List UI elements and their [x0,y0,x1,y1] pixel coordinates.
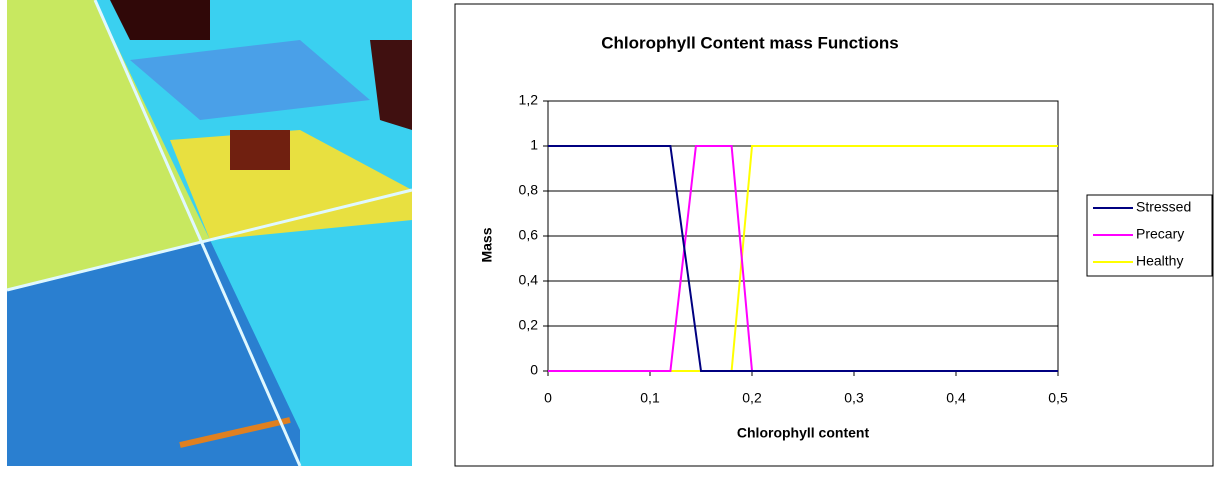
y-tick-label: 1,2 [519,92,539,108]
y-axis-label: Mass [479,227,495,262]
y-tick-label: 0,2 [519,317,539,333]
x-tick-label: 0,3 [844,390,864,406]
x-tick-label: 0,4 [946,390,966,406]
x-tick-label: 0,5 [1048,390,1068,406]
x-tick-label: 0 [544,390,552,406]
series-line [548,145,1058,372]
y-tick-label: 0 [530,362,538,378]
legend-label: Healthy [1136,253,1183,269]
x-tick-label: 0,2 [742,390,762,406]
y-tick-label: 0,6 [519,227,539,243]
x-axis-label: Chlorophyll content [737,425,870,441]
x-tick-label: 0,1 [640,390,660,406]
satellite-image [6,0,413,467]
legend-label: Precary [1136,226,1184,242]
legend-label: Stressed [1136,199,1191,215]
chart-title: Chlorophyll Content mass Functions [601,33,899,52]
y-tick-label: 1 [530,137,538,153]
y-tick-label: 0,4 [519,272,539,288]
y-tick-label: 0,8 [519,182,539,198]
